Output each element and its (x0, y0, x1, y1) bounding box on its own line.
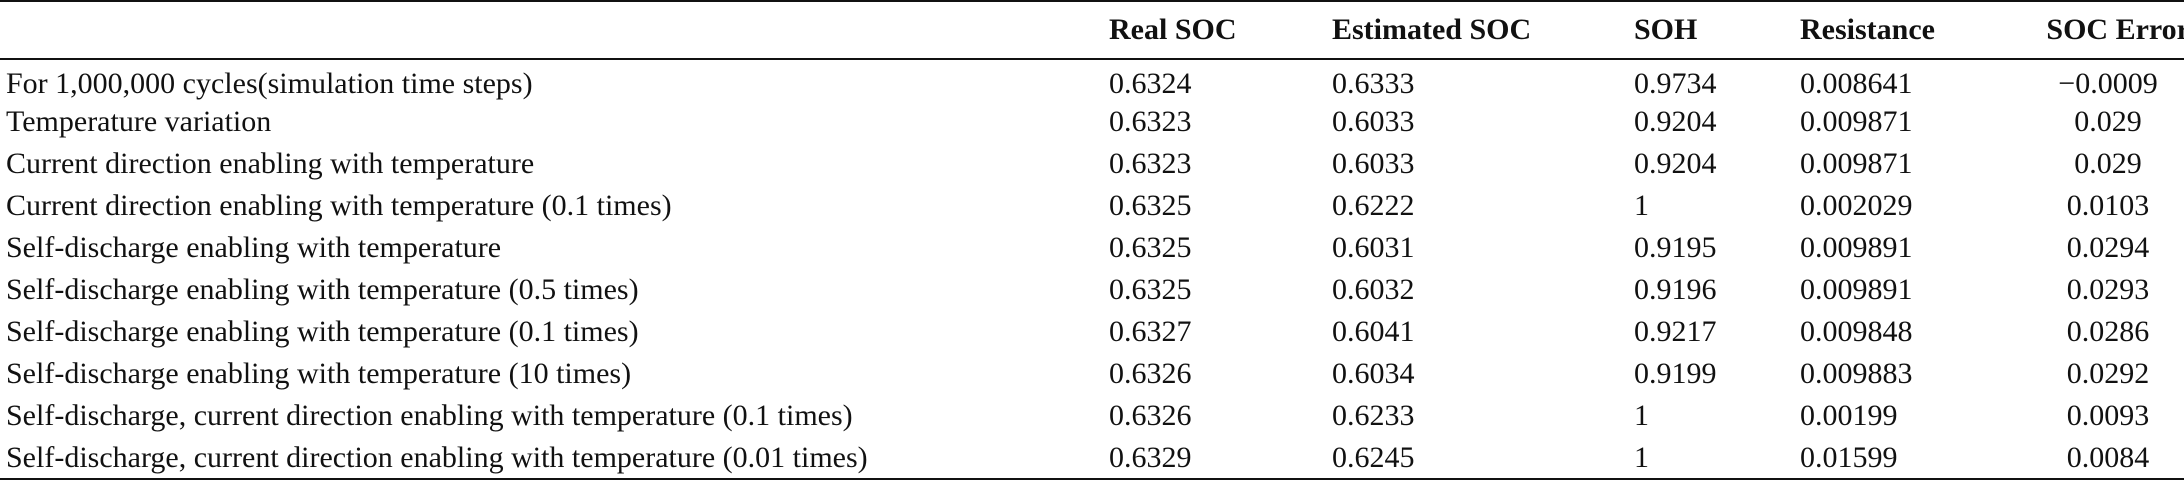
row-label: Current direction enabling with temperat… (6, 189, 672, 222)
estimated-soc-cell: 0.6033 (1332, 105, 1415, 138)
soc-error-cell: 0.0286 (2066, 315, 2150, 348)
real-soc-cell: 0.6325 (1109, 189, 1192, 222)
table-row: For 1,000,000 cycles(simulation time ste… (0, 59, 2184, 101)
soh-cell: 0.9196 (1634, 273, 1717, 306)
estimated-soc-cell: 0.6031 (1332, 231, 1415, 264)
table-body: For 1,000,000 cycles(simulation time ste… (0, 59, 2184, 480)
row-label: Self-discharge, current direction enabli… (0, 437, 1109, 480)
table-row: Temperature variation 0.6323 0.6033 0.9204 0… (0, 101, 2184, 143)
row-label: Temperature variation (6, 105, 272, 138)
table-row: Current direction enabling with temperat… (0, 143, 2184, 185)
resistance-cell: 0.002029 (1800, 189, 1913, 222)
estimated-soc-cell: 0.6333 (1332, 66, 1415, 100)
header-real-soc: Real SOC (1109, 0, 1332, 60)
soh-cell: 1 (1634, 437, 1800, 480)
resistance-cell: 0.009883 (1800, 357, 1913, 390)
soc-error-cell: 0.029 (2074, 105, 2142, 138)
header-soc-error: SOC Error (2026, 0, 2184, 60)
soc-error-cell: −0.0009 (2058, 66, 2158, 100)
resistance-cell: 0.009848 (1800, 315, 1913, 348)
real-soc-cell: 0.6329 (1109, 437, 1332, 480)
estimated-soc-cell: 0.6233 (1332, 399, 1415, 432)
real-soc-cell: 0.6325 (1109, 231, 1192, 264)
resistance-cell: 0.009891 (1800, 273, 1913, 306)
real-soc-cell: 0.6326 (1109, 357, 1192, 390)
real-soc-cell: 0.6327 (1109, 315, 1192, 348)
resistance-cell: 0.009891 (1800, 231, 1913, 264)
soc-error-cell: 0.0293 (2066, 273, 2150, 306)
soc-error-cell: 0.0084 (2026, 437, 2184, 480)
estimated-soc-cell: 0.6034 (1332, 357, 1415, 390)
header-estimated-soc: Estimated SOC (1332, 0, 1634, 60)
estimated-soc-cell: 0.6033 (1332, 147, 1415, 180)
soc-error-cell: 0.0103 (2066, 189, 2150, 222)
real-soc-cell: 0.6324 (1109, 66, 1192, 100)
soh-cell: 1 (1634, 399, 1649, 432)
soh-cell: 0.9204 (1634, 105, 1717, 138)
results-table: Real SOC Estimated SOC SOH Resistance SO… (0, 0, 2184, 480)
header-row: Real SOC Estimated SOC SOH Resistance SO… (0, 0, 2184, 60)
table-row: Self-discharge enabling with temperature… (0, 353, 2184, 395)
table-header: Real SOC Estimated SOC SOH Resistance SO… (0, 0, 2184, 60)
soc-error-cell: 0.0294 (2066, 231, 2150, 264)
resistance-cell: 0.009871 (1800, 105, 1913, 138)
table-row: Self-discharge, current direction enabli… (0, 395, 2184, 437)
estimated-soc-cell: 0.6222 (1332, 189, 1415, 222)
row-label: Self-discharge, current direction enabli… (6, 399, 853, 432)
soh-cell: 0.9199 (1634, 357, 1717, 390)
soc-error-cell: 0.0093 (2066, 399, 2150, 432)
table-row: Self-discharge enabling with temperature… (0, 227, 2184, 269)
soh-cell: 0.9204 (1634, 147, 1717, 180)
header-resistance: Resistance (1800, 0, 2026, 60)
estimated-soc-cell: 0.6041 (1332, 315, 1415, 348)
row-label: Self-discharge enabling with temperature… (6, 315, 639, 348)
soh-cell: 0.9195 (1634, 231, 1717, 264)
real-soc-cell: 0.6323 (1109, 105, 1192, 138)
table-row: Self-discharge, current direction enabli… (0, 437, 2184, 480)
soc-error-cell: 0.029 (2074, 147, 2142, 180)
resistance-cell: 0.008641 (1800, 66, 1913, 100)
resistance-cell: 0.00199 (1800, 399, 1898, 432)
estimated-soc-cell: 0.6032 (1332, 273, 1415, 306)
row-label: Current direction enabling with temperat… (6, 147, 535, 180)
row-label: For 1,000,000 cycles(simulation time ste… (6, 66, 533, 100)
soc-error-cell: 0.0292 (2066, 357, 2150, 390)
table-row: Self-discharge enabling with temperature… (0, 269, 2184, 311)
soh-cell: 1 (1634, 189, 1649, 222)
row-label: Self-discharge enabling with temperature… (6, 273, 639, 306)
real-soc-cell: 0.6326 (1109, 399, 1192, 432)
header-label-column (0, 0, 1109, 60)
header-soh: SOH (1634, 0, 1800, 60)
resistance-cell: 0.01599 (1800, 437, 2026, 480)
table-row: Current direction enabling with temperat… (0, 185, 2184, 227)
row-label: Self-discharge enabling with temperature… (6, 357, 632, 390)
estimated-soc-cell: 0.6245 (1332, 437, 1634, 480)
real-soc-cell: 0.6325 (1109, 273, 1192, 306)
soh-cell: 0.9217 (1634, 315, 1717, 348)
soh-cell: 0.9734 (1634, 66, 1717, 100)
resistance-cell: 0.009871 (1800, 147, 1913, 180)
table-row: Self-discharge enabling with temperature… (0, 311, 2184, 353)
real-soc-cell: 0.6323 (1109, 147, 1192, 180)
row-label: Self-discharge enabling with temperature (6, 231, 502, 264)
